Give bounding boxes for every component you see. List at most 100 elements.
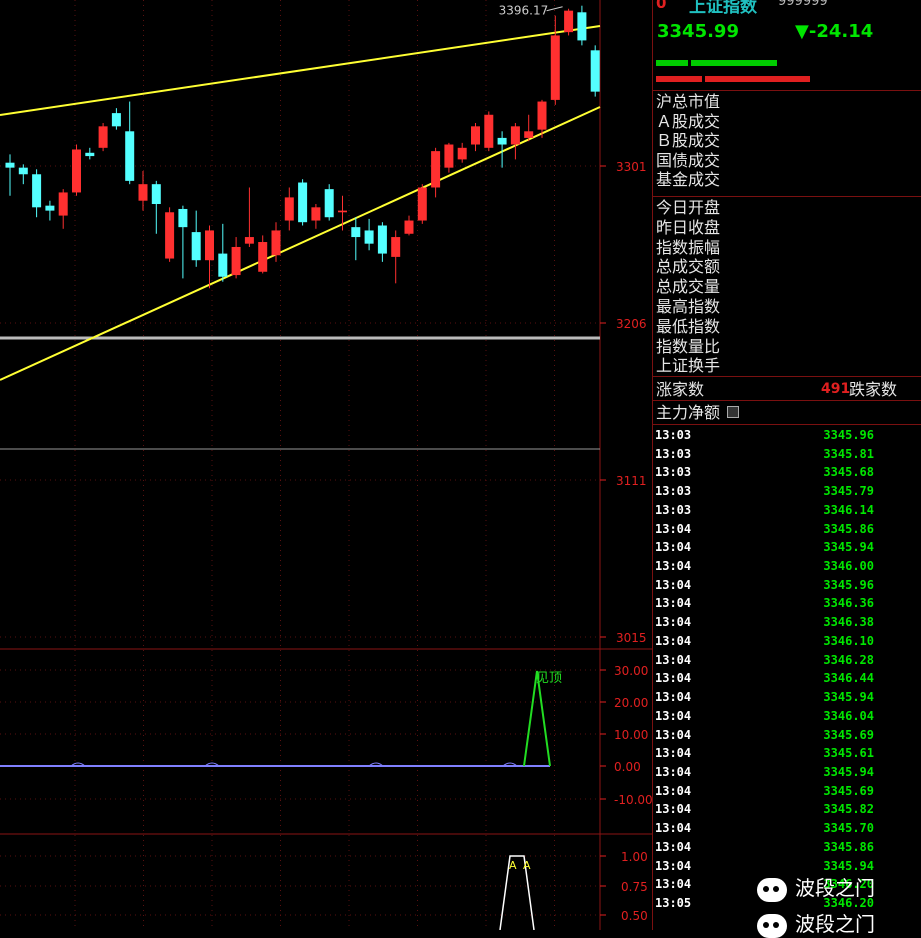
stat-label: 最低指数 [656, 316, 721, 336]
peak-pointer [546, 6, 563, 12]
tick-price: 3345.70 [823, 821, 874, 836]
candle-body [577, 12, 587, 41]
candle-body [298, 182, 308, 223]
candle-body [284, 197, 294, 221]
tick-time: 13:04 [655, 821, 692, 836]
candle [298, 179, 308, 226]
indicator-tick-label: 0.00 [614, 760, 641, 774]
stat-label: 指数量比 [656, 336, 721, 356]
tick-time: 13:03 [655, 428, 692, 442]
candle-body [5, 162, 15, 168]
candle [484, 111, 494, 152]
tick-time: 13:03 [655, 465, 692, 480]
candle-body [351, 227, 361, 238]
candle [45, 200, 55, 221]
candle [258, 235, 268, 274]
candle [564, 8, 574, 36]
tick-time: 13:04 [655, 615, 692, 630]
kline-chart[interactable]: 3396.17 3301 3206 3111 3015 30.00 20.00 10.00… [0, 0, 652, 930]
advancers-label: 涨家数 [656, 380, 705, 399]
candle [218, 223, 228, 282]
tick-time: 13:04 [655, 521, 692, 536]
candlesticks: 3396.17 [5, 4, 600, 289]
tick-time: 13:03 [655, 484, 692, 499]
tick-price: 3345.82 [823, 802, 874, 817]
candle [191, 210, 201, 267]
peak-price-label: 3396.17 [499, 4, 549, 18]
indicator-panel-1: 30.00 20.00 10.00 0.00 -10.00 见顶 [0, 664, 652, 807]
indicator-tick-label: 0.75 [621, 880, 648, 894]
indicator-tick-label: -10.00 [614, 793, 652, 807]
tick-time: 13:04 [655, 540, 692, 555]
candle [417, 184, 427, 224]
tick-row: 13:04 3346.20 [653, 875, 921, 894]
volume-bar-green [656, 60, 688, 66]
candle [231, 237, 241, 279]
indicator-tick-label: 1.00 [621, 850, 648, 864]
divider [653, 424, 921, 425]
tick-time: 13:04 [655, 633, 692, 648]
candle [98, 123, 108, 152]
candle-body [111, 113, 121, 127]
candle [497, 131, 507, 168]
tick-time: 13:04 [655, 708, 692, 723]
tick-row: 13:03 3345.68 [653, 463, 921, 482]
tick-price: 3346.10 [823, 633, 874, 648]
decliners-label: 跌家数 [849, 380, 898, 399]
candle-body [218, 253, 228, 277]
tick-row: 13:04 3345.94 [653, 538, 921, 557]
divider [653, 196, 921, 197]
candle [590, 45, 600, 97]
tick-row: 13:05 3346.20 [653, 894, 921, 913]
candle-body [231, 246, 241, 276]
candle-body [271, 230, 281, 256]
tick-price: 3346.44 [823, 671, 874, 686]
divider [653, 90, 921, 91]
stat-label: 总成交量 [656, 277, 721, 297]
trend-lines [0, 25, 601, 381]
candle [537, 99, 547, 138]
candle [457, 142, 467, 163]
net-inflow-toggle-icon[interactable] [727, 406, 739, 418]
wechat-icon [757, 877, 787, 902]
candle [377, 222, 387, 262]
candle [284, 187, 294, 231]
candle [165, 207, 175, 262]
candle-body [377, 225, 387, 254]
price-change: ▼-24.14 [795, 21, 874, 42]
candle [577, 5, 587, 46]
candle-body [244, 237, 254, 244]
candle-body [431, 151, 441, 188]
tick-time: 13:04 [655, 577, 692, 592]
tick-row: 13:03 3346.14 [653, 501, 921, 520]
stat-label: 昨日收盘 [656, 217, 721, 237]
tick-row: 13:04 3346.38 [653, 613, 921, 632]
candle [550, 15, 560, 105]
candle [324, 184, 334, 221]
signal-arc [204, 762, 220, 767]
candle-body [32, 174, 42, 208]
indicator-panel-2: 1.00 0.75 0.50 A A [0, 850, 648, 930]
security-name: 上证指数 [689, 0, 757, 17]
volume-bar-red-2 [705, 76, 810, 82]
indicator-tick-label: 30.00 [614, 664, 648, 678]
upper-trend-line [0, 25, 601, 116]
tick-time: 13:04 [655, 652, 692, 667]
stat-label: 指数振幅 [656, 237, 721, 257]
candle-body [72, 149, 81, 193]
tick-time: 13:04 [655, 877, 692, 892]
candle [111, 108, 121, 130]
stat-label: 国债成交 [656, 150, 721, 170]
last-price: 3345.99 [657, 21, 739, 42]
tick-time: 13:04 [655, 690, 692, 705]
candle-body [391, 237, 401, 257]
signal-mark: A [523, 859, 531, 872]
tick-time: 13:03 [655, 502, 692, 517]
signal-mark: A [509, 859, 517, 872]
candle-body [537, 101, 547, 130]
candle-body [98, 126, 108, 148]
net-inflow-label: 主力净额 [656, 403, 721, 422]
candle [524, 114, 534, 142]
candle-body [191, 232, 201, 261]
tick-price: 3345.94 [823, 764, 874, 779]
